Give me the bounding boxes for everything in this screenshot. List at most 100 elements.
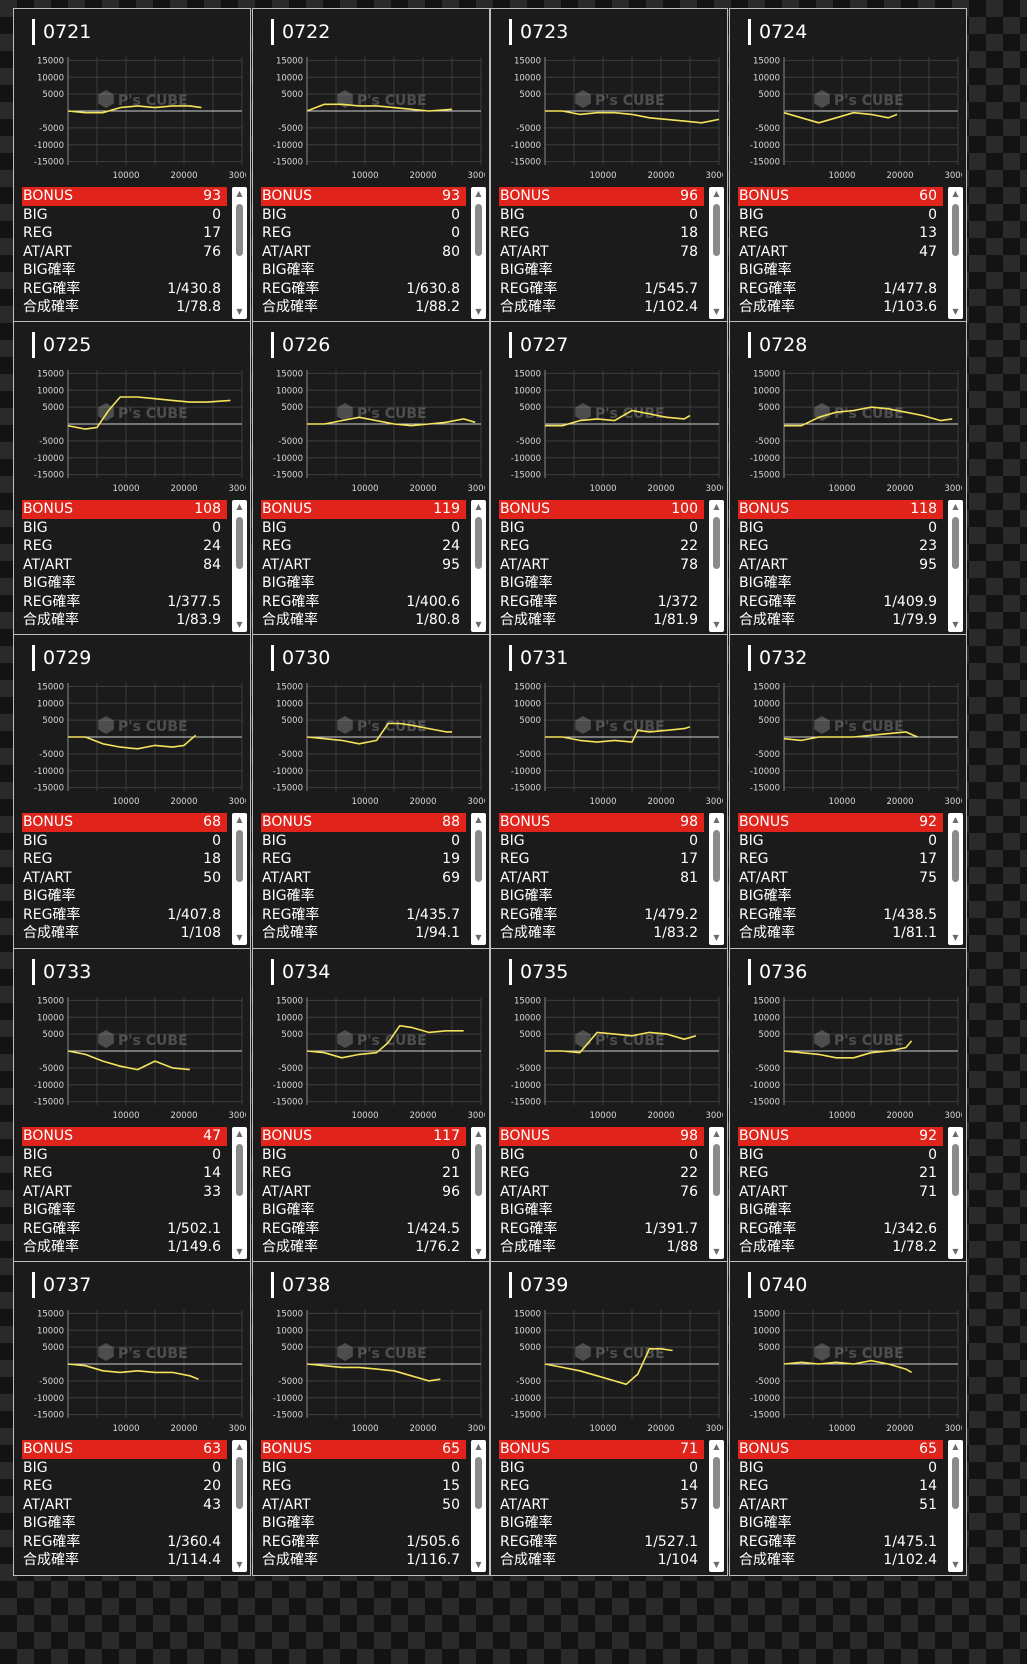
machine-card[interactable]: 0732 15000 10000 5000 -5000 -10000 -15000 10000… bbox=[729, 634, 967, 949]
machine-card[interactable]: 0727 15000 10000 5000 -5000 -10000 -15000 10000… bbox=[490, 321, 728, 636]
scroll-down-arrow-icon[interactable]: ▼ bbox=[952, 933, 959, 942]
stats-list[interactable]: BONUS 88 BIG 0 REG 19 AT/ART 69 BIG確率 REG確率 1/435.… bbox=[261, 813, 489, 947]
machine-card[interactable]: 0739 15000 10000 5000 -5000 -10000 -15000 10000… bbox=[490, 1261, 728, 1576]
scroll-thumb[interactable] bbox=[236, 204, 243, 256]
stats-scrollbar[interactable]: ▲ ▼ bbox=[709, 187, 724, 319]
scroll-up-arrow-icon[interactable]: ▲ bbox=[713, 815, 720, 824]
scroll-up-arrow-icon[interactable]: ▲ bbox=[952, 189, 959, 198]
scroll-thumb[interactable] bbox=[713, 830, 720, 882]
stats-scrollbar[interactable]: ▲ ▼ bbox=[232, 187, 247, 319]
scroll-down-arrow-icon[interactable]: ▼ bbox=[475, 1247, 482, 1256]
scroll-down-arrow-icon[interactable]: ▼ bbox=[475, 1560, 482, 1569]
stats-scrollbar[interactable]: ▲ ▼ bbox=[709, 813, 724, 945]
stats-list[interactable]: BONUS 60 BIG 0 REG 13 AT/ART 47 BIG確率 REG確率 1/477.… bbox=[738, 187, 966, 321]
scroll-down-arrow-icon[interactable]: ▼ bbox=[713, 620, 720, 629]
scroll-up-arrow-icon[interactable]: ▲ bbox=[236, 502, 243, 511]
stats-scrollbar[interactable]: ▲ ▼ bbox=[471, 1127, 486, 1259]
stats-list[interactable]: BONUS 68 BIG 0 REG 18 AT/ART 50 BIG確率 REG確率 1/407.… bbox=[22, 813, 250, 947]
scroll-thumb[interactable] bbox=[713, 1457, 720, 1509]
scroll-down-arrow-icon[interactable]: ▼ bbox=[713, 1560, 720, 1569]
machine-card[interactable]: 0734 15000 10000 5000 -5000 -10000 -15000 10000… bbox=[252, 948, 490, 1263]
scroll-down-arrow-icon[interactable]: ▼ bbox=[236, 1247, 243, 1256]
machine-card[interactable]: 0723 15000 10000 5000 -5000 -10000 -15000 10000… bbox=[490, 8, 728, 323]
stats-list[interactable]: BONUS 65 BIG 0 REG 15 AT/ART 50 BIG確率 REG確率 1/505.… bbox=[261, 1440, 489, 1574]
scroll-thumb[interactable] bbox=[952, 517, 959, 569]
machine-card[interactable]: 0730 15000 10000 5000 -5000 -10000 -15000 10000… bbox=[252, 634, 490, 949]
stats-scrollbar[interactable]: ▲ ▼ bbox=[948, 1440, 963, 1572]
scroll-down-arrow-icon[interactable]: ▼ bbox=[475, 620, 482, 629]
stats-scrollbar[interactable]: ▲ ▼ bbox=[471, 187, 486, 319]
stats-scrollbar[interactable]: ▲ ▼ bbox=[948, 813, 963, 945]
scroll-thumb[interactable] bbox=[952, 830, 959, 882]
machine-card[interactable]: 0722 15000 10000 5000 -5000 -10000 -15000 10000… bbox=[252, 8, 490, 323]
machine-card[interactable]: 0735 15000 10000 5000 -5000 -10000 -15000 10000… bbox=[490, 948, 728, 1263]
stats-scrollbar[interactable]: ▲ ▼ bbox=[948, 187, 963, 319]
scroll-up-arrow-icon[interactable]: ▲ bbox=[952, 815, 959, 824]
stats-scrollbar[interactable]: ▲ ▼ bbox=[709, 1127, 724, 1259]
scroll-down-arrow-icon[interactable]: ▼ bbox=[236, 620, 243, 629]
stats-scrollbar[interactable]: ▲ ▼ bbox=[232, 813, 247, 945]
scroll-thumb[interactable] bbox=[475, 830, 482, 882]
scroll-thumb[interactable] bbox=[475, 1457, 482, 1509]
machine-card[interactable]: 0731 15000 10000 5000 -5000 -10000 -15000 10000… bbox=[490, 634, 728, 949]
scroll-down-arrow-icon[interactable]: ▼ bbox=[713, 307, 720, 316]
machine-card[interactable]: 0738 15000 10000 5000 -5000 -10000 -15000 10000… bbox=[252, 1261, 490, 1576]
scroll-up-arrow-icon[interactable]: ▲ bbox=[475, 189, 482, 198]
scroll-thumb[interactable] bbox=[475, 517, 482, 569]
machine-card[interactable]: 0740 15000 10000 5000 -5000 -10000 -15000 10000… bbox=[729, 1261, 967, 1576]
stats-list[interactable]: BONUS 63 BIG 0 REG 20 AT/ART 43 BIG確率 REG確率 1/360.… bbox=[22, 1440, 250, 1574]
stats-list[interactable]: BONUS 96 BIG 0 REG 18 AT/ART 78 BIG確率 REG確率 1/545.… bbox=[499, 187, 727, 321]
stats-list[interactable]: BONUS 98 BIG 0 REG 22 AT/ART 76 BIG確率 REG確率 1/391.… bbox=[499, 1127, 727, 1261]
scroll-thumb[interactable] bbox=[713, 517, 720, 569]
stats-list[interactable]: BONUS 119 BIG 0 REG 24 AT/ART 95 BIG確率 REG確率 1/400… bbox=[261, 500, 489, 634]
machine-card[interactable]: 0728 15000 10000 5000 -5000 -10000 -15000 10000… bbox=[729, 321, 967, 636]
stats-scrollbar[interactable]: ▲ ▼ bbox=[232, 1127, 247, 1259]
scroll-up-arrow-icon[interactable]: ▲ bbox=[713, 189, 720, 198]
machine-card[interactable]: 0725 15000 10000 5000 -5000 -10000 -15000 10000… bbox=[13, 321, 251, 636]
stats-scrollbar[interactable]: ▲ ▼ bbox=[948, 1127, 963, 1259]
machine-card[interactable]: 0726 15000 10000 5000 -5000 -10000 -15000 10000… bbox=[252, 321, 490, 636]
scroll-thumb[interactable] bbox=[236, 1144, 243, 1196]
stats-list[interactable]: BONUS 92 BIG 0 REG 21 AT/ART 71 BIG確率 REG確率 1/342.… bbox=[738, 1127, 966, 1261]
scroll-down-arrow-icon[interactable]: ▼ bbox=[952, 620, 959, 629]
scroll-thumb[interactable] bbox=[713, 204, 720, 256]
scroll-down-arrow-icon[interactable]: ▼ bbox=[952, 307, 959, 316]
scroll-up-arrow-icon[interactable]: ▲ bbox=[236, 189, 243, 198]
machine-card[interactable]: 0721 15000 10000 5000 -5000 -10000 -15000 10000… bbox=[13, 8, 251, 323]
scroll-thumb[interactable] bbox=[236, 517, 243, 569]
scroll-down-arrow-icon[interactable]: ▼ bbox=[475, 307, 482, 316]
scroll-thumb[interactable] bbox=[475, 1144, 482, 1196]
machine-card[interactable]: 0724 15000 10000 5000 -5000 -10000 -15000 10000… bbox=[729, 8, 967, 323]
stats-scrollbar[interactable]: ▲ ▼ bbox=[948, 500, 963, 632]
scroll-thumb[interactable] bbox=[236, 1457, 243, 1509]
scroll-down-arrow-icon[interactable]: ▼ bbox=[475, 933, 482, 942]
scroll-up-arrow-icon[interactable]: ▲ bbox=[952, 502, 959, 511]
stats-scrollbar[interactable]: ▲ ▼ bbox=[709, 500, 724, 632]
stats-scrollbar[interactable]: ▲ ▼ bbox=[471, 1440, 486, 1572]
scroll-down-arrow-icon[interactable]: ▼ bbox=[713, 933, 720, 942]
scroll-up-arrow-icon[interactable]: ▲ bbox=[713, 502, 720, 511]
stats-list[interactable]: BONUS 71 BIG 0 REG 14 AT/ART 57 BIG確率 REG確率 1/527.… bbox=[499, 1440, 727, 1574]
stats-list[interactable]: BONUS 93 BIG 0 REG 17 AT/ART 76 BIG確率 REG確率 1/430.… bbox=[22, 187, 250, 321]
scroll-down-arrow-icon[interactable]: ▼ bbox=[236, 307, 243, 316]
machine-card[interactable]: 0737 15000 10000 5000 -5000 -10000 -15000 10000… bbox=[13, 1261, 251, 1576]
scroll-up-arrow-icon[interactable]: ▲ bbox=[475, 1442, 482, 1451]
stats-list[interactable]: BONUS 100 BIG 0 REG 22 AT/ART 78 BIG確率 REG確率 1/372… bbox=[499, 500, 727, 634]
scroll-up-arrow-icon[interactable]: ▲ bbox=[952, 1129, 959, 1138]
scroll-thumb[interactable] bbox=[952, 204, 959, 256]
stats-scrollbar[interactable]: ▲ ▼ bbox=[709, 1440, 724, 1572]
stats-scrollbar[interactable]: ▲ ▼ bbox=[232, 500, 247, 632]
scroll-down-arrow-icon[interactable]: ▼ bbox=[713, 1247, 720, 1256]
scroll-thumb[interactable] bbox=[475, 204, 482, 256]
scroll-up-arrow-icon[interactable]: ▲ bbox=[236, 1442, 243, 1451]
scroll-down-arrow-icon[interactable]: ▼ bbox=[952, 1560, 959, 1569]
machine-card[interactable]: 0729 15000 10000 5000 -5000 -10000 -15000 10000… bbox=[13, 634, 251, 949]
scroll-up-arrow-icon[interactable]: ▲ bbox=[236, 1129, 243, 1138]
stats-list[interactable]: BONUS 92 BIG 0 REG 17 AT/ART 75 BIG確率 REG確率 1/438.… bbox=[738, 813, 966, 947]
scroll-up-arrow-icon[interactable]: ▲ bbox=[952, 1442, 959, 1451]
scroll-thumb[interactable] bbox=[236, 830, 243, 882]
scroll-down-arrow-icon[interactable]: ▼ bbox=[236, 1560, 243, 1569]
scroll-thumb[interactable] bbox=[952, 1144, 959, 1196]
scroll-down-arrow-icon[interactable]: ▼ bbox=[236, 933, 243, 942]
scroll-down-arrow-icon[interactable]: ▼ bbox=[952, 1247, 959, 1256]
